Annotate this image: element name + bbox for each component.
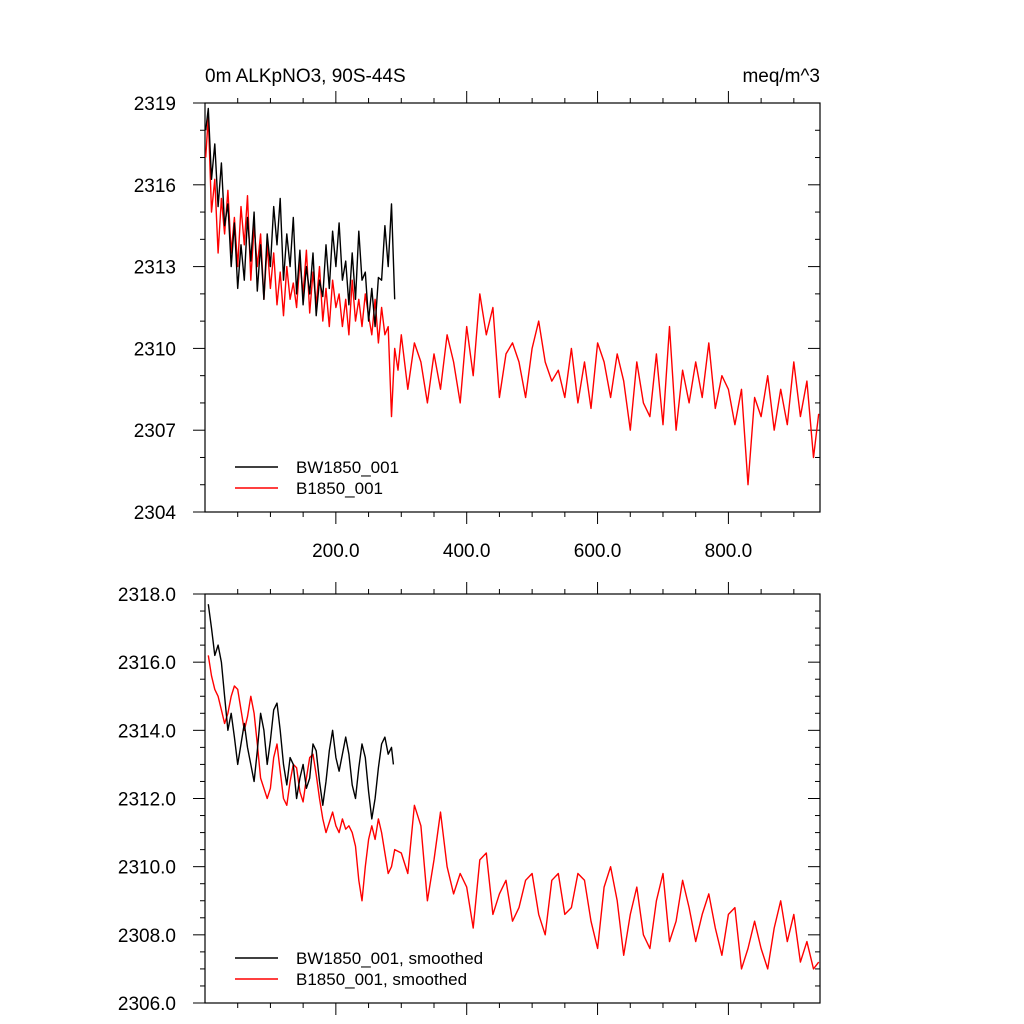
bottom-ytick-label: 2314.0 bbox=[118, 721, 176, 742]
bottom-ytick-label: 2308.0 bbox=[118, 926, 176, 947]
bottom-ytick-label: 2318.0 bbox=[118, 585, 176, 606]
bottom-ytick-label: 2312.0 bbox=[118, 790, 176, 811]
top-legend-label: B1850_001 bbox=[296, 479, 383, 498]
top-panel-title-right: meq/m^3 bbox=[742, 66, 820, 87]
top-xtick-label: 600.0 bbox=[574, 541, 622, 562]
top-xtick-label: 200.0 bbox=[312, 541, 360, 562]
top-series-bw1850 bbox=[205, 107, 396, 328]
bottom-ytick-label: 2310.0 bbox=[118, 858, 176, 879]
top-panel-title-left: 0m ALKpNO3, 90S-44S bbox=[205, 66, 406, 87]
bottom-ytick-label: 2306.0 bbox=[118, 994, 176, 1015]
bottom-ytick-label: 2316.0 bbox=[118, 653, 176, 674]
top-legend-label: BW1850_001 bbox=[296, 458, 399, 477]
top-ytick-label: 2319 bbox=[134, 94, 176, 115]
top-ytick-label: 2313 bbox=[134, 258, 176, 279]
top-ytick-label: 2316 bbox=[134, 176, 176, 197]
top-series-b1850 bbox=[205, 115, 820, 486]
bottom-panel: 2306.0 2308.0 2310.0 2312.0 2314.0 2316.0 2318… bbox=[118, 582, 821, 1015]
top-ytick-label: 2307 bbox=[134, 421, 176, 442]
top-panel-plot-frame bbox=[204, 102, 821, 513]
bottom-series-bw1850 bbox=[207, 604, 395, 820]
bottom-series-b1850 bbox=[207, 655, 820, 970]
top-xtick-label: 400.0 bbox=[443, 541, 491, 562]
bottom-legend-label: B1850_001, smoothed bbox=[296, 970, 467, 989]
top-panel: 0m ALKpNO3, 90S-44S meq/m^3 2304 2307 2310… bbox=[134, 66, 821, 562]
bottom-legend-label: BW1850_001, smoothed bbox=[296, 949, 483, 968]
top-xtick-label: 800.0 bbox=[705, 541, 753, 562]
top-ytick-label: 2310 bbox=[134, 339, 176, 360]
top-ytick-label: 2304 bbox=[134, 503, 177, 524]
